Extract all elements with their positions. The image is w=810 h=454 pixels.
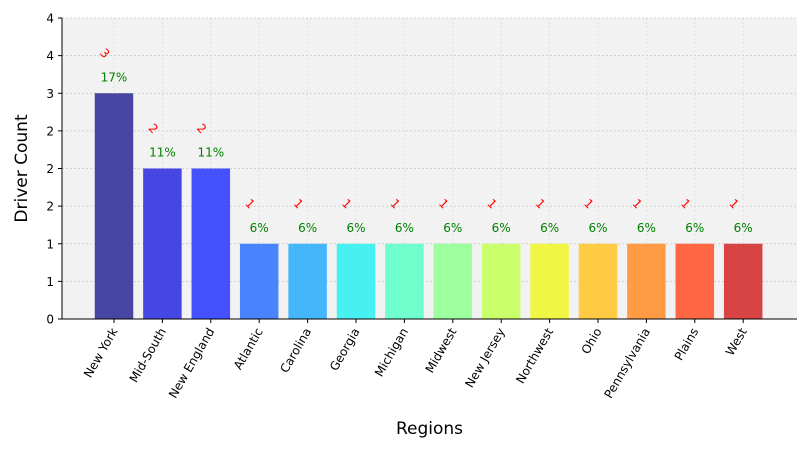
y-tick-label: 0 bbox=[46, 313, 54, 327]
bar-pennsylvania bbox=[627, 243, 666, 319]
x-tick-label: New York bbox=[81, 325, 121, 380]
x-tick-label: Ohio bbox=[579, 326, 605, 357]
y-tick-label: 4 bbox=[46, 49, 54, 63]
percent-label: 17% bbox=[101, 70, 128, 84]
bar-northwest bbox=[530, 243, 569, 319]
percent-label: 6% bbox=[637, 221, 656, 235]
bar-atlantic bbox=[239, 243, 279, 319]
percent-label: 6% bbox=[540, 221, 559, 235]
percent-label: 6% bbox=[734, 221, 753, 235]
percent-label: 11% bbox=[149, 146, 176, 160]
percent-label: 6% bbox=[250, 221, 269, 235]
x-tick-label: New Jersey bbox=[462, 326, 507, 391]
bars bbox=[94, 93, 763, 319]
x-tick-label: Mid-South bbox=[127, 326, 169, 385]
y-tick-label: 2 bbox=[46, 124, 54, 138]
percent-label: 6% bbox=[685, 221, 704, 235]
x-tick-label: New England bbox=[166, 326, 217, 401]
bar-michigan bbox=[385, 243, 424, 319]
x-tick-label: Carolina bbox=[277, 326, 314, 376]
percent-label: 6% bbox=[298, 221, 317, 235]
y-tick-label: 2 bbox=[46, 162, 54, 176]
bar-new-england bbox=[191, 168, 231, 319]
x-tick-label: Northwest bbox=[513, 325, 556, 386]
y-axis-title: Driver Count bbox=[12, 114, 32, 223]
bar-new-jersey bbox=[481, 243, 521, 319]
y-tick-label: 3 bbox=[46, 87, 54, 101]
x-axis-title: Regions bbox=[396, 419, 463, 439]
bar-georgia bbox=[336, 243, 376, 319]
x-tick-label: Georgia bbox=[327, 326, 363, 374]
bar-carolina bbox=[288, 243, 327, 319]
percent-label: 6% bbox=[443, 221, 462, 235]
x-tick-label: Atlantic bbox=[231, 326, 266, 373]
x-tick-label: Plains bbox=[672, 326, 702, 363]
bar-ohio bbox=[578, 243, 618, 319]
bar-mid-south bbox=[143, 168, 182, 319]
y-tick-label: 1 bbox=[46, 237, 54, 251]
x-tick-label: West bbox=[723, 325, 750, 358]
x-tick-label: Midwest bbox=[423, 325, 460, 375]
x-tick-label: Pennsylvania bbox=[601, 326, 653, 401]
percent-label: 11% bbox=[197, 146, 224, 160]
percent-label: 6% bbox=[588, 221, 607, 235]
bar-plains bbox=[675, 243, 715, 319]
percent-label: 6% bbox=[346, 221, 365, 235]
bar-new-york bbox=[94, 93, 134, 319]
x-tick-label: Michigan bbox=[372, 326, 411, 380]
y-tick-label: 1 bbox=[46, 275, 54, 289]
bar-midwest bbox=[433, 243, 473, 319]
y-tick-label: 4 bbox=[46, 12, 54, 26]
percent-label: 6% bbox=[492, 221, 511, 235]
y-tick-label: 2 bbox=[46, 200, 54, 214]
bar-west bbox=[723, 243, 763, 319]
percent-label: 6% bbox=[395, 221, 414, 235]
